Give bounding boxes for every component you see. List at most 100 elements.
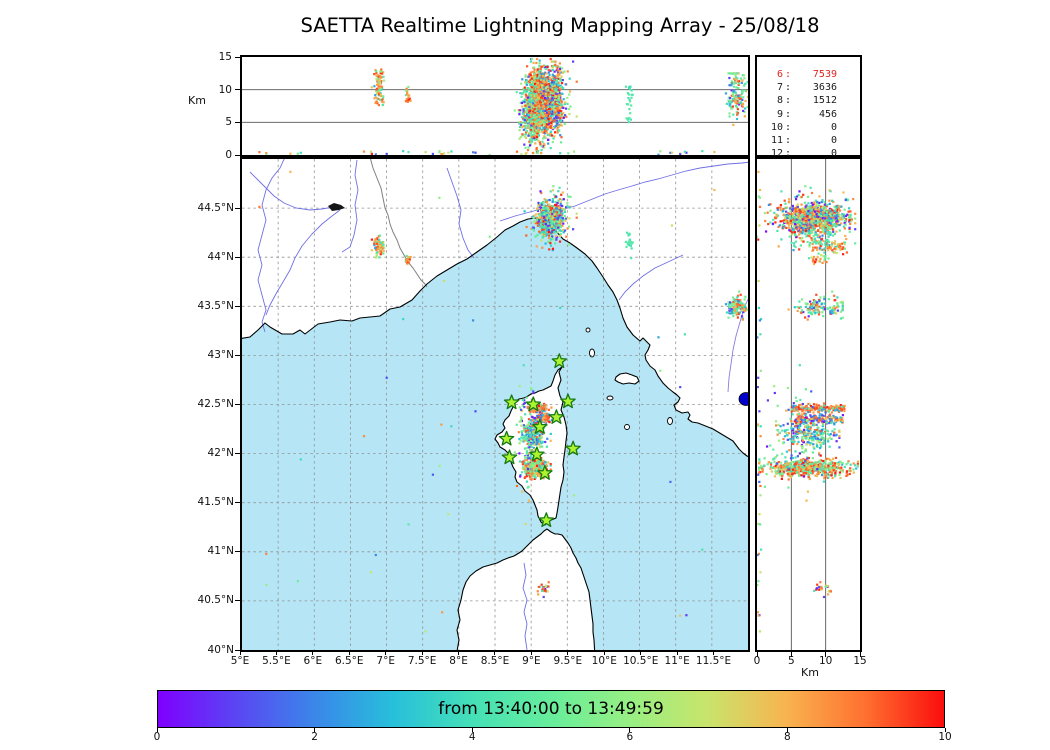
colorbar-tick-label: 10 xyxy=(938,731,952,743)
longitude-tick-label: 7.5°E xyxy=(407,655,437,667)
legend-row: 7: 3636 xyxy=(757,81,860,94)
tick-mark xyxy=(235,121,240,123)
tick-mark xyxy=(235,502,240,504)
legend-separator: : xyxy=(784,135,792,147)
tick-mark xyxy=(314,728,316,732)
tick-mark xyxy=(235,256,240,258)
tick-mark xyxy=(471,728,473,732)
station-count-legend: 6: 7539 7: 3636 8: 1512 9: 456 10: 0 11: 0 12: 0 xyxy=(755,55,862,160)
tick-mark xyxy=(385,650,387,655)
longitude-tick-label: 11.5°E xyxy=(695,655,732,667)
latitude-tick-label: 40.5°N xyxy=(197,594,234,607)
legend-separator: : xyxy=(784,148,792,160)
longitude-tick-label: 6°E xyxy=(303,655,323,667)
legend-event-count: 0 xyxy=(830,135,837,147)
legend-separator: : xyxy=(784,95,792,107)
legend-separator: : xyxy=(784,108,792,120)
longitude-tick-label: 10°E xyxy=(591,655,617,667)
legend-min-stations: 10 xyxy=(770,121,783,133)
tick-mark xyxy=(275,650,277,655)
longitude-tick-label: 9°E xyxy=(522,655,541,667)
station-star-marker xyxy=(501,449,518,465)
right-panel-tick-label: 15 xyxy=(853,655,867,667)
altitude-longitude-plot xyxy=(242,57,748,155)
latitude-tick-label: 43.5°N xyxy=(197,299,234,312)
time-window-label: from 13:40:00 to 13:49:59 xyxy=(438,699,664,719)
latitude-tick-label: 42°N xyxy=(207,447,234,460)
altitude-tick-label: 0 xyxy=(225,149,232,161)
station-star-marker xyxy=(537,465,553,480)
tick-mark xyxy=(239,650,241,655)
station-star-marker xyxy=(525,396,542,412)
longitude-tick-label: 11°E xyxy=(664,655,690,667)
legend-separator: : xyxy=(784,69,792,80)
tick-mark xyxy=(235,649,240,651)
latitude-tick-label: 43°N xyxy=(207,348,234,361)
station-star-marker xyxy=(498,430,515,446)
latitude-tick-label: 41°N xyxy=(207,545,234,558)
right-panel-tick-label: 0 xyxy=(753,655,761,667)
longitude-tick-label: 8.5°E xyxy=(480,655,510,667)
altitude-longitude-panel xyxy=(240,55,750,157)
station-star-marker xyxy=(503,394,520,410)
legend-event-count: 1512 xyxy=(812,95,837,107)
altitude-axis-label: Km xyxy=(188,94,206,107)
station-star-marker xyxy=(538,512,555,528)
tick-mark xyxy=(235,207,240,209)
map-panel xyxy=(240,157,750,652)
tick-mark xyxy=(567,650,569,655)
latitude-tick-label: 42.5°N xyxy=(197,398,234,410)
legend-event-count: 456 xyxy=(818,108,837,120)
longitude-tick-label: 10.5°E xyxy=(623,655,659,667)
legend-row: 6: 7539 xyxy=(757,68,860,81)
legend-separator: : xyxy=(784,82,792,94)
tick-mark xyxy=(156,728,158,732)
altitude-latitude-plot xyxy=(757,159,860,650)
longitude-tick-label: 9.5°E xyxy=(553,655,583,667)
longitude-tick-label: 7°E xyxy=(376,655,395,667)
right-panel-tick-label: 10 xyxy=(818,655,833,667)
colorbar-tick-label: 8 xyxy=(784,731,791,743)
latitude-tick-label: 41.5°N xyxy=(197,496,234,509)
tick-mark xyxy=(859,652,861,657)
latitude-tick-label: 44.5°N xyxy=(197,201,234,214)
altitude-latitude-panel xyxy=(755,157,862,652)
colorbar-tick-label: 2 xyxy=(311,731,318,743)
tick-mark xyxy=(494,650,496,655)
tick-mark xyxy=(756,652,758,657)
station-star-marker xyxy=(529,446,545,462)
legend-event-count: 7539 xyxy=(812,69,837,80)
legend-min-stations: 7 xyxy=(776,82,783,94)
map-plot xyxy=(242,159,748,650)
legend-row: 12: 0 xyxy=(757,147,860,160)
station-star-marker xyxy=(565,440,581,456)
tick-mark xyxy=(944,728,946,732)
tick-mark xyxy=(676,650,678,655)
altitude-tick-label: 5 xyxy=(225,116,232,129)
station-star-marker xyxy=(532,418,548,434)
latitude-tick-label: 40°N xyxy=(207,643,234,656)
longitude-tick-label: 5°E xyxy=(230,655,250,667)
tick-mark xyxy=(421,650,423,655)
station-star-marker xyxy=(548,409,565,424)
time-colorbar: from 13:40:00 to 13:49:59 xyxy=(157,690,945,728)
legend-separator: : xyxy=(784,121,792,133)
tick-mark xyxy=(235,453,240,455)
tick-mark xyxy=(235,354,240,356)
tick-mark xyxy=(235,404,240,405)
legend-row: 11: 0 xyxy=(757,134,860,147)
colorbar-tick-label: 4 xyxy=(468,731,476,743)
latitude-tick-label: 44°N xyxy=(207,250,234,263)
tick-mark xyxy=(790,652,792,657)
altitude-tick-label: 15 xyxy=(218,51,232,63)
longitude-tick-label: 5.5°E xyxy=(262,655,291,667)
colorbar-tick-label: 6 xyxy=(626,731,634,743)
legend-min-stations: 8 xyxy=(776,95,783,107)
tick-mark xyxy=(713,650,715,655)
tick-mark xyxy=(825,652,827,657)
tick-mark xyxy=(603,650,605,655)
right-panel-tick-label: 5 xyxy=(787,655,795,667)
tick-mark xyxy=(235,154,240,156)
tick-mark xyxy=(235,89,240,91)
